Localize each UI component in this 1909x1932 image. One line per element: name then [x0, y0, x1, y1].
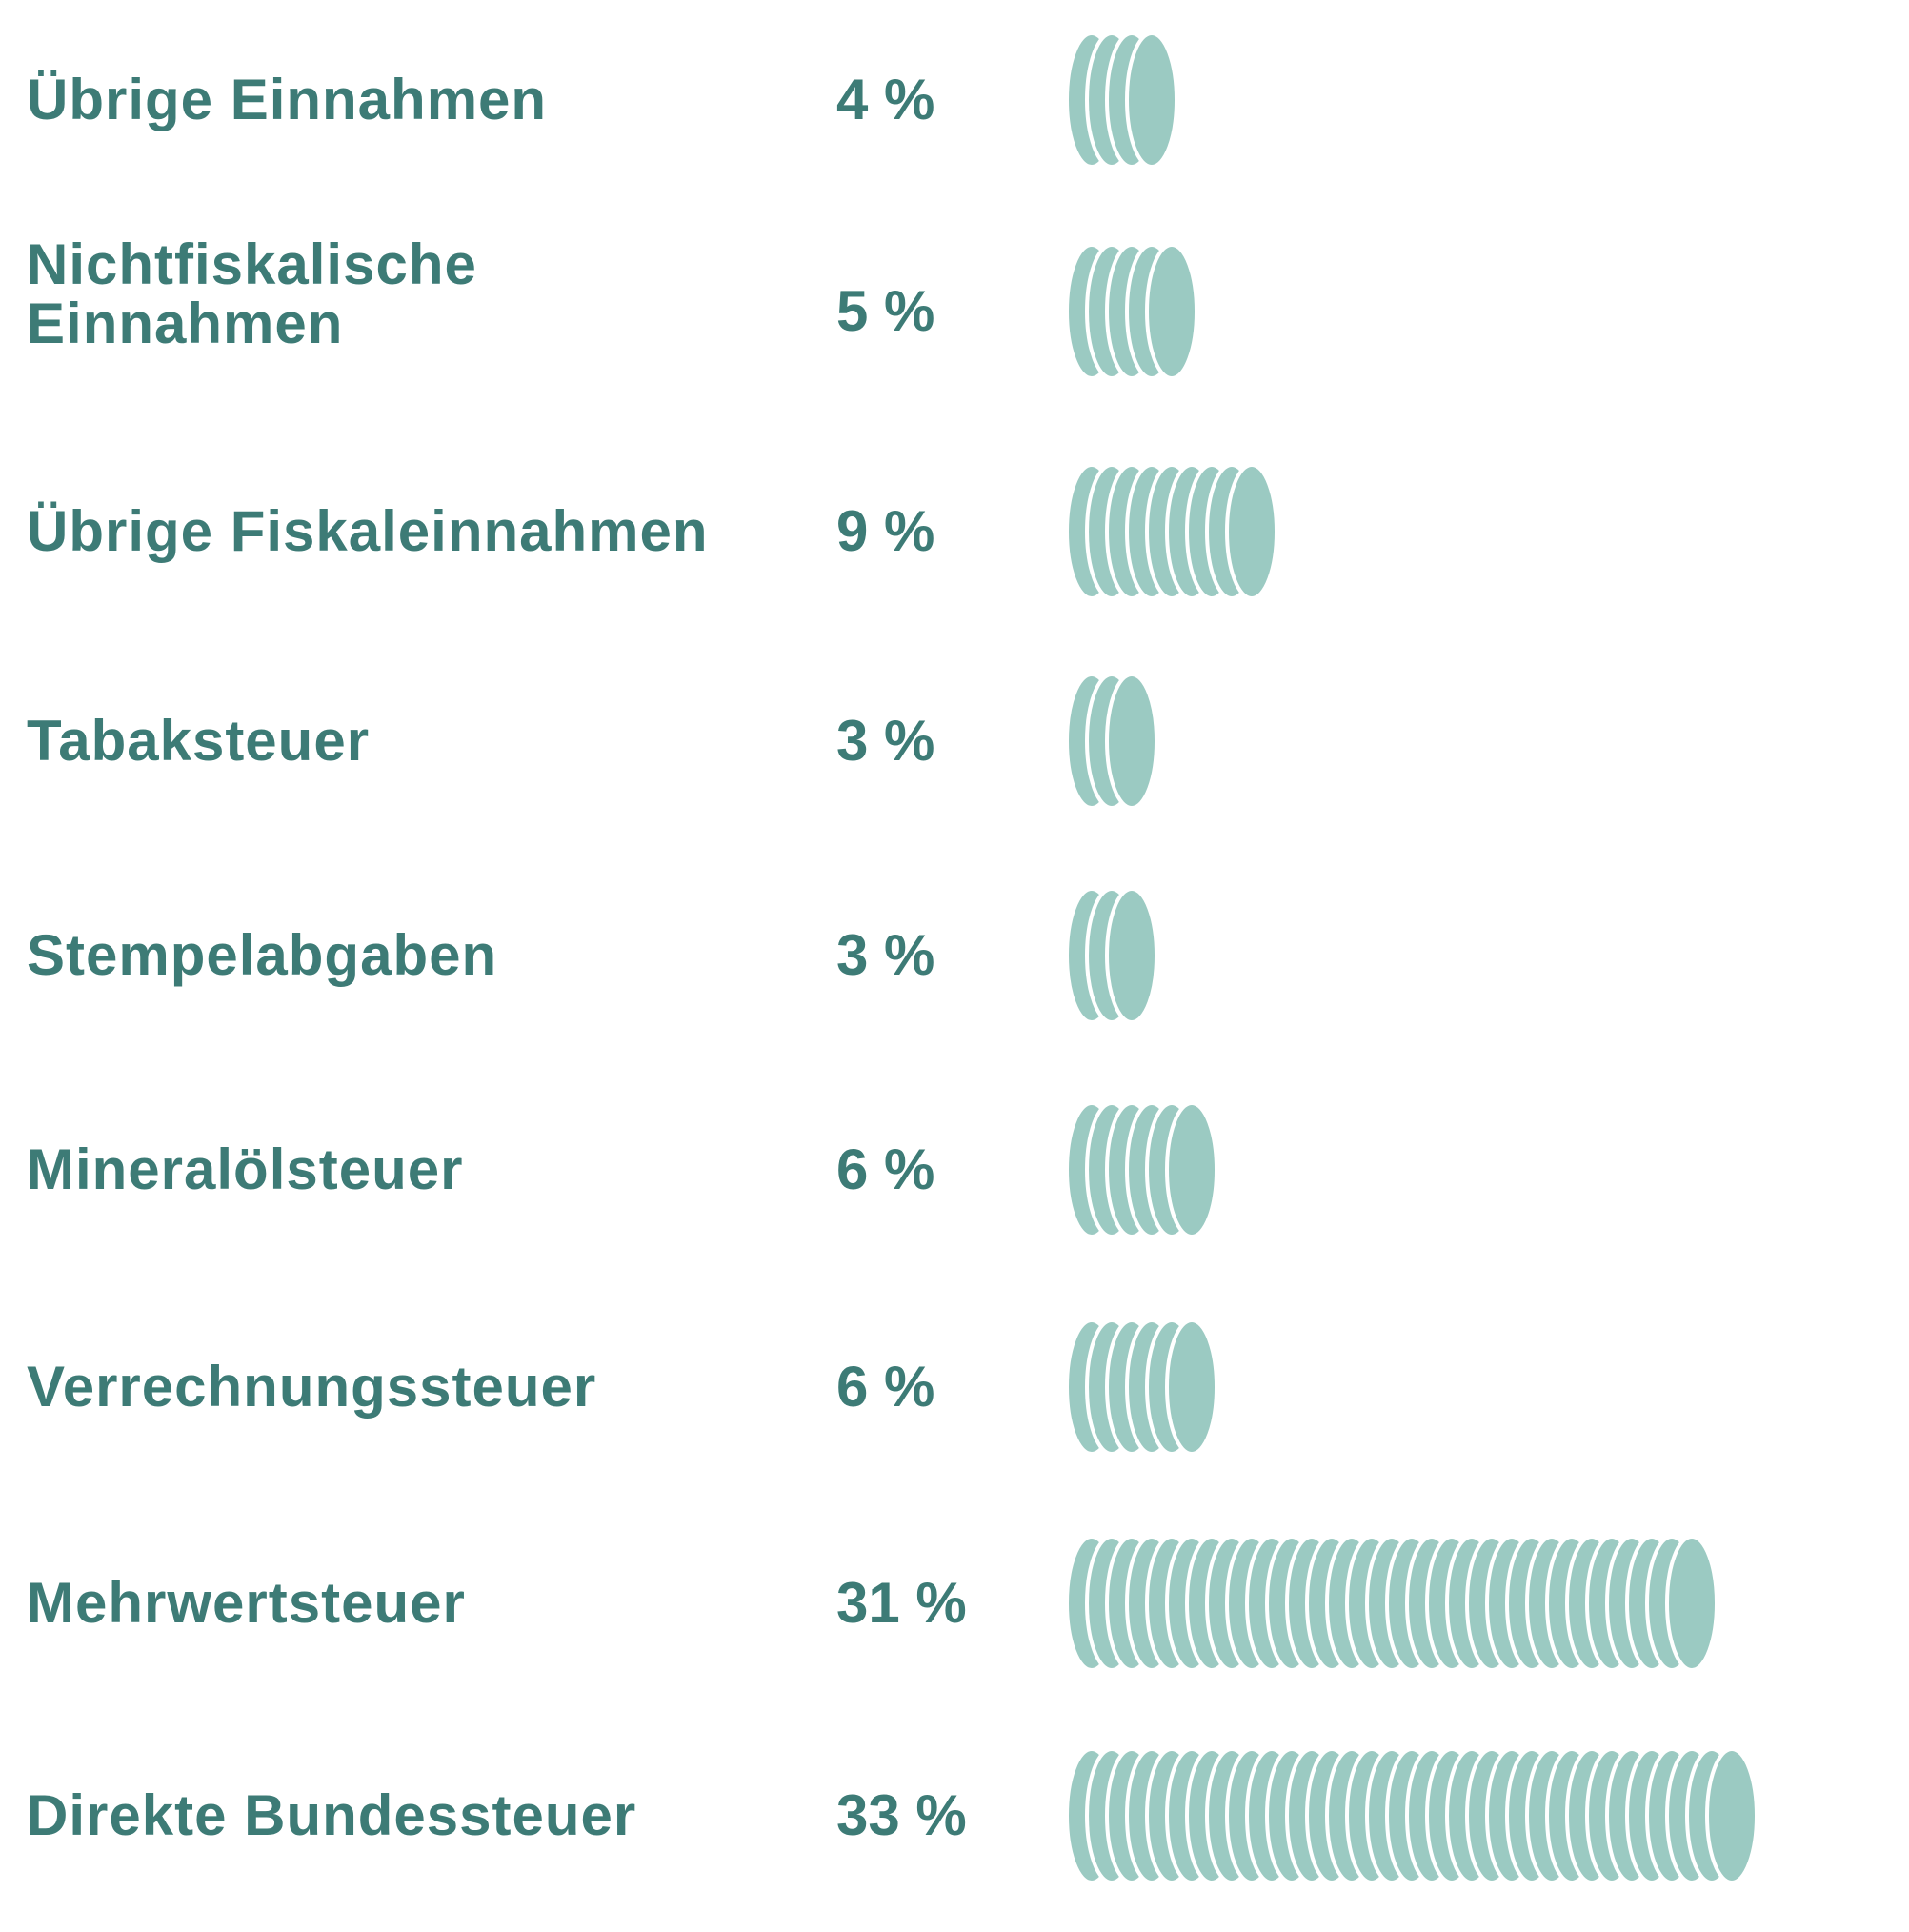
bar-coin-stack: [1065, 1747, 1758, 1884]
bar-coin-stack: [1065, 463, 1278, 600]
value-label: 6 %: [836, 1355, 935, 1419]
category-label: Stempelabgaben: [27, 923, 498, 987]
value-label: 5 %: [836, 279, 935, 343]
coin: [1165, 1101, 1218, 1238]
category-label: Mineralölsteuer: [27, 1137, 464, 1201]
bar-coin-stack: [1065, 887, 1158, 1024]
coin: [1105, 887, 1158, 1024]
category-label: Übrige Fiskaleinnahmen: [27, 499, 709, 563]
coin: [1665, 1535, 1718, 1672]
category-label: Verrechnungssteuer: [27, 1355, 597, 1419]
coin: [1105, 673, 1158, 810]
bar-coin-stack: [1065, 673, 1158, 810]
bar-coin-stack: [1065, 31, 1178, 169]
value-label: 9 %: [836, 499, 935, 563]
value-label: 31 %: [836, 1571, 967, 1635]
category-label: Nichtfiskalische Einnahmen: [27, 232, 477, 355]
bar-coin-stack: [1065, 1318, 1218, 1456]
value-label: 6 %: [836, 1137, 935, 1201]
bar-coin-stack: [1065, 1535, 1718, 1672]
coin: [1145, 243, 1198, 380]
category-label: Direkte Bundessteuer: [27, 1783, 637, 1847]
coin: [1705, 1747, 1758, 1884]
category-label: Mehrwertsteuer: [27, 1571, 466, 1635]
value-label: 4 %: [836, 68, 935, 131]
value-label: 33 %: [836, 1783, 967, 1847]
category-label: Tabaksteuer: [27, 709, 371, 773]
coin: [1225, 463, 1278, 600]
coin: [1125, 31, 1178, 169]
category-label: Übrige Einnahmen: [27, 68, 548, 131]
bar-coin-stack: [1065, 1101, 1218, 1238]
value-label: 3 %: [836, 923, 935, 987]
bar-coin-stack: [1065, 243, 1198, 380]
value-label: 3 %: [836, 709, 935, 773]
coin: [1165, 1318, 1218, 1456]
